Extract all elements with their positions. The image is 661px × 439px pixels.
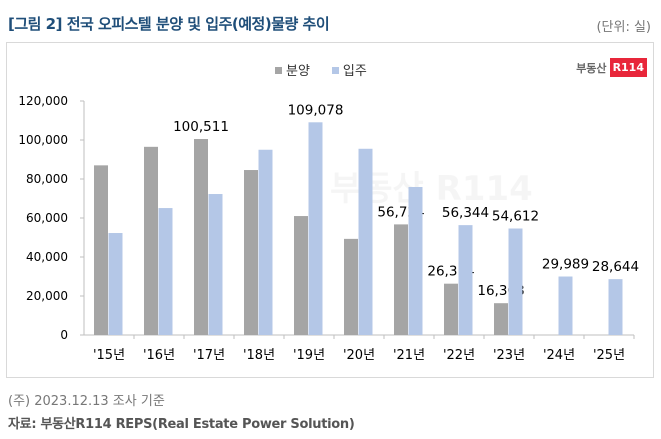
bar-입주-'25년 — [608, 279, 623, 335]
data-label: 54,612 — [492, 209, 539, 225]
bar-입주-'19년 — [308, 122, 323, 335]
legend: 분양 입주 — [275, 60, 367, 79]
bar-입주-'23년 — [508, 228, 523, 335]
y-tick-label: 100,000 — [18, 133, 68, 147]
legend-label: 입주 — [342, 64, 367, 79]
unit-label: (단위: 실) — [596, 20, 651, 35]
r114-logo: 부동산 R114 — [576, 58, 647, 77]
bar-분양-'22년 — [444, 283, 458, 335]
x-tick-label: '18년 — [243, 348, 275, 363]
y-tick-label: 0 — [60, 328, 68, 342]
x-tick-label: '23년 — [493, 348, 525, 363]
bar-분양-'23년 — [494, 303, 508, 335]
bar-분양-'19년 — [294, 216, 308, 335]
bar-분양-'16년 — [144, 146, 158, 335]
legend-item-입주: 입주 — [331, 60, 367, 79]
bar-분양-'21년 — [394, 224, 408, 335]
bar-분양-'18년 — [244, 170, 258, 335]
bar-입주-'21년 — [408, 186, 423, 335]
footnote: (주) 2023.12.13 조사 기준 — [8, 394, 165, 409]
legend-label: 분양 — [286, 64, 310, 79]
bar-분양-'15년 — [94, 165, 108, 335]
bar-입주-'17년 — [208, 194, 223, 335]
x-tick-label: '19년 — [293, 348, 325, 363]
chart-title: [그림 2] 전국 오피스텔 분양 및 입주(예정)물량 추이 — [8, 15, 330, 33]
x-tick-label: '25년 — [593, 348, 625, 363]
x-tick-label: '24년 — [543, 348, 575, 363]
source-note: 자료: 부동산R114 REPS(Real Estate Power Solut… — [8, 417, 355, 432]
x-tick-label: '16년 — [143, 348, 175, 363]
logo-text: 부동산 — [576, 61, 607, 75]
data-label: 28,644 — [592, 259, 639, 275]
y-tick-label: 120,000 — [18, 94, 68, 108]
y-tick-label: 40,000 — [26, 250, 68, 264]
y-tick-label: 20,000 — [26, 289, 68, 303]
y-tick-label: 60,000 — [26, 211, 68, 225]
legend-swatch — [275, 67, 282, 74]
bar-입주-'20년 — [358, 148, 373, 335]
x-tick-label: '20년 — [343, 348, 375, 363]
bar-입주-'24년 — [558, 276, 573, 335]
bar-분양-'20년 — [344, 238, 358, 335]
data-label: 56,344 — [442, 205, 489, 221]
bar-입주-'16년 — [158, 208, 173, 335]
bar-입주-'15년 — [108, 233, 123, 335]
bar-분양-'17년 — [194, 139, 208, 335]
x-tick-label: '21년 — [393, 348, 425, 363]
data-label: 29,989 — [542, 257, 589, 273]
y-tick-label: 80,000 — [26, 172, 68, 186]
x-tick-label: '17년 — [193, 348, 225, 363]
legend-item-분양: 분양 — [275, 60, 310, 79]
legend-swatch — [331, 67, 339, 74]
x-tick-label: '22년 — [443, 348, 475, 363]
data-label: 100,511 — [173, 119, 229, 135]
chart-frame — [6, 42, 654, 378]
bar-입주-'18년 — [258, 149, 273, 335]
bar-입주-'22년 — [458, 225, 473, 335]
x-tick-label: '15년 — [93, 348, 125, 363]
logo-badge: R114 — [609, 58, 647, 77]
data-label: 109,078 — [288, 102, 344, 118]
